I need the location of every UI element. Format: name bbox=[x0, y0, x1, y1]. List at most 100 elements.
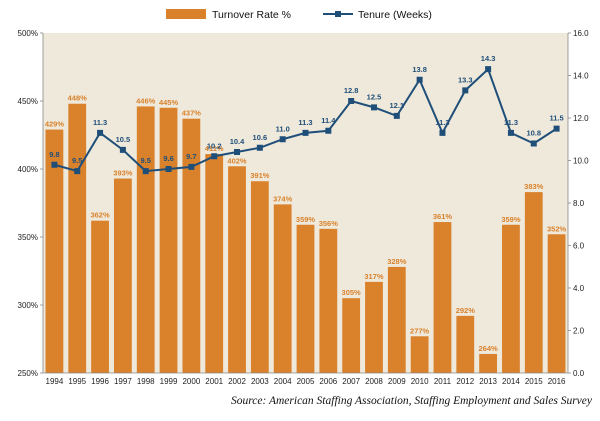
bar-value-label: 446% bbox=[136, 96, 156, 105]
left-tick-label: 300% bbox=[18, 301, 38, 310]
line-value-label: 11.3 bbox=[435, 118, 449, 127]
left-tick-label: 250% bbox=[18, 369, 38, 378]
line-point bbox=[188, 163, 195, 170]
line-point bbox=[119, 146, 126, 153]
line-value-label: 10.4 bbox=[230, 137, 245, 146]
line-value-label: 9.8 bbox=[49, 150, 59, 159]
x-tick-label: 2010 bbox=[411, 377, 429, 386]
line-value-label: 11.4 bbox=[321, 116, 336, 125]
bar-value-label: 429% bbox=[45, 120, 65, 129]
bar bbox=[319, 228, 338, 373]
line-value-label: 13.3 bbox=[458, 75, 473, 84]
bar bbox=[250, 181, 269, 373]
line-value-label: 12.1 bbox=[389, 101, 404, 110]
x-tick-label: 2002 bbox=[228, 377, 246, 386]
x-tick-label: 2006 bbox=[319, 377, 337, 386]
bar-value-label: 264% bbox=[479, 344, 499, 353]
line-point bbox=[234, 149, 241, 155]
bar-value-label: 328% bbox=[387, 257, 407, 266]
bar bbox=[159, 107, 178, 374]
bar bbox=[547, 234, 566, 373]
bar bbox=[68, 103, 87, 373]
right-axis: 0.0 2.0 4.0 6.0 8.0 10.0 12.0 14.0 16.0 bbox=[567, 29, 589, 378]
x-tick-label: 1999 bbox=[160, 377, 178, 386]
line-point bbox=[74, 168, 81, 175]
bar-value-label: 393% bbox=[113, 169, 133, 178]
x-tick-label: 1994 bbox=[46, 377, 64, 386]
line-point bbox=[256, 144, 263, 151]
x-tick-label: 2005 bbox=[297, 377, 315, 386]
line-point bbox=[393, 112, 400, 119]
x-tick-label: 2011 bbox=[434, 377, 452, 386]
bar bbox=[365, 281, 383, 373]
right-tick-label: 6.0 bbox=[573, 242, 585, 251]
x-tick-label: 2012 bbox=[456, 377, 474, 386]
bar-value-label: 374% bbox=[273, 194, 293, 203]
left-tick-label: 400% bbox=[18, 165, 38, 174]
legend: Turnover Rate % Tenure (Weeks) bbox=[166, 9, 432, 21]
line-series bbox=[51, 66, 560, 175]
right-tick-label: 14.0 bbox=[573, 72, 589, 81]
right-tick-label: 0.0 bbox=[573, 369, 585, 378]
bar-value-label: 356% bbox=[319, 219, 339, 228]
line-point bbox=[302, 129, 309, 136]
line-point bbox=[165, 166, 172, 172]
bar bbox=[273, 204, 292, 373]
bar bbox=[342, 298, 361, 373]
bar-value-label: 437% bbox=[182, 109, 202, 118]
bar bbox=[410, 336, 429, 373]
line-value-label: 11.5 bbox=[549, 114, 563, 123]
line-point bbox=[211, 153, 218, 160]
line-value-label: 13.8 bbox=[412, 65, 427, 74]
right-tick-label: 2.0 bbox=[573, 327, 585, 336]
bar bbox=[91, 220, 109, 373]
bar-value-label: 402% bbox=[227, 156, 247, 165]
line-point bbox=[530, 140, 537, 147]
line-point bbox=[370, 104, 377, 111]
line-point bbox=[439, 129, 446, 136]
bar bbox=[502, 224, 520, 373]
bar-value-label: 411% bbox=[205, 144, 224, 153]
bar bbox=[296, 224, 315, 373]
left-tick-label: 500% bbox=[18, 29, 38, 38]
line-value-label: 11.0 bbox=[276, 124, 290, 133]
bar-value-label: 277% bbox=[410, 326, 430, 335]
line-value-label: 9.7 bbox=[186, 152, 196, 161]
bar bbox=[45, 129, 64, 373]
bar-value-label: 391% bbox=[250, 171, 270, 180]
bar bbox=[205, 154, 224, 373]
x-tick-label: 2007 bbox=[342, 377, 360, 386]
line-point bbox=[507, 129, 514, 136]
bar bbox=[113, 178, 132, 373]
right-tick-label: 4.0 bbox=[573, 284, 585, 293]
line-value-label: 10.5 bbox=[116, 135, 131, 144]
bar-value-label: 362% bbox=[90, 211, 110, 220]
right-tick-label: 10.0 bbox=[573, 157, 589, 166]
left-axis: 250% 300% 350% 400% 450% 500% bbox=[18, 29, 44, 378]
line-labels: 9.8 9.5 11.3 10.5 9.5 9.6 9.7 10.2 10.4 10.6 11.0 1… bbox=[49, 54, 563, 165]
x-tick-label: 1998 bbox=[137, 377, 155, 386]
bar-value-label: 305% bbox=[342, 288, 362, 297]
bar-value-label: 317% bbox=[364, 272, 384, 281]
x-tick-label: 2004 bbox=[274, 377, 292, 386]
x-axis: 1994 1995 1996 1997 1998 1999 2000 2001 2002 2003… bbox=[43, 372, 568, 386]
legend-marker-tenure bbox=[335, 11, 341, 17]
legend-label-turnover: Turnover Rate % bbox=[212, 9, 291, 21]
line-value-label: 9.6 bbox=[163, 154, 173, 163]
line-point bbox=[348, 98, 355, 104]
bar-series bbox=[45, 103, 566, 374]
bar bbox=[456, 315, 475, 373]
x-tick-label: 2016 bbox=[548, 377, 566, 386]
line-point bbox=[553, 125, 560, 132]
line-value-label: 14.3 bbox=[481, 54, 496, 63]
x-tick-label: 1996 bbox=[91, 377, 109, 386]
legend-label-tenure: Tenure (Weeks) bbox=[358, 9, 432, 21]
x-tick-label: 2009 bbox=[388, 377, 406, 386]
line-point bbox=[462, 87, 469, 94]
bar-value-label: 359% bbox=[501, 215, 521, 224]
line-point bbox=[416, 76, 423, 83]
left-tick-label: 450% bbox=[18, 97, 38, 106]
x-tick-label: 1997 bbox=[114, 377, 132, 386]
x-tick-label: 2001 bbox=[205, 377, 223, 386]
bar-value-label: 359% bbox=[296, 215, 316, 224]
